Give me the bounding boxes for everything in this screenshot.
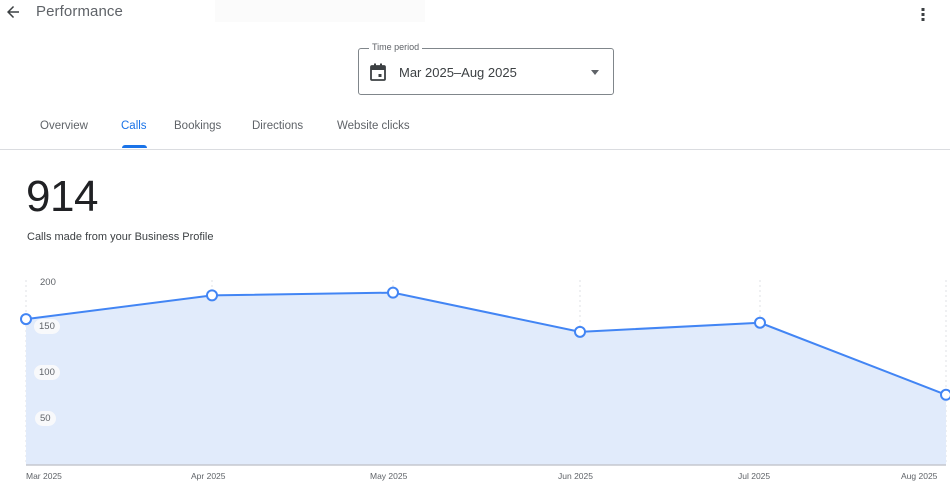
calls-chart: 200 150 100 50 Mar 2025 Apr 2025 May 202… bbox=[0, 260, 950, 500]
time-period-value: Mar 2025–Aug 2025 bbox=[399, 65, 517, 80]
data-point-aug-2025[interactable] bbox=[940, 388, 950, 401]
x-tick-jun: Jun 2025 bbox=[558, 471, 593, 481]
x-tick-jul: Jul 2025 bbox=[738, 471, 771, 481]
page-title: Performance bbox=[36, 3, 123, 20]
time-period-select[interactable]: Time period Mar 2025–Aug 2025 bbox=[358, 42, 614, 95]
tab-overview[interactable]: Overview bbox=[40, 120, 88, 132]
tab-bookings[interactable]: Bookings bbox=[174, 120, 222, 132]
data-point-jul-2025[interactable] bbox=[754, 316, 766, 329]
x-tick-apr: Apr 2025 bbox=[191, 471, 226, 481]
x-tick-may: May 2025 bbox=[370, 471, 408, 481]
top-bar: Performance bbox=[0, 0, 950, 26]
area-fill bbox=[26, 292, 946, 465]
y-tick-50: 50 bbox=[35, 411, 56, 426]
tab-calls[interactable]: Calls bbox=[121, 120, 147, 132]
data-point-mar-2025[interactable] bbox=[20, 313, 32, 326]
data-point-jun-2025[interactable] bbox=[574, 325, 586, 338]
active-tab-indicator bbox=[122, 145, 147, 148]
back-button[interactable] bbox=[4, 3, 22, 21]
total-calls-value: 914 bbox=[26, 172, 98, 221]
metric-description: Calls made from your Business Profile bbox=[27, 231, 214, 243]
more-vert-icon bbox=[921, 8, 925, 21]
tab-directions[interactable]: Directions bbox=[252, 120, 304, 132]
y-tick-200: 200 bbox=[40, 277, 56, 288]
more-options-button[interactable] bbox=[916, 4, 930, 24]
x-tick-aug: Aug 2025 bbox=[901, 471, 938, 481]
tab-website-clicks[interactable]: Website clicks bbox=[337, 120, 410, 132]
data-point-apr-2025[interactable] bbox=[206, 289, 218, 302]
caret-down-icon bbox=[591, 70, 599, 75]
y-tick-150: 150 bbox=[34, 319, 60, 334]
redacted-area bbox=[215, 0, 425, 22]
metric-tabs: Overview Calls Bookings Directions Websi… bbox=[0, 112, 950, 150]
calls-line bbox=[25, 291, 947, 396]
time-period-label: Time period bbox=[369, 42, 423, 52]
calls-area-chart bbox=[20, 280, 950, 466]
y-tick-100: 100 bbox=[34, 365, 60, 380]
arrow-back-icon bbox=[7, 6, 19, 18]
calendar-icon bbox=[370, 63, 386, 81]
data-point-may-2025[interactable] bbox=[387, 286, 399, 299]
x-tick-mar: Mar 2025 bbox=[26, 471, 62, 481]
